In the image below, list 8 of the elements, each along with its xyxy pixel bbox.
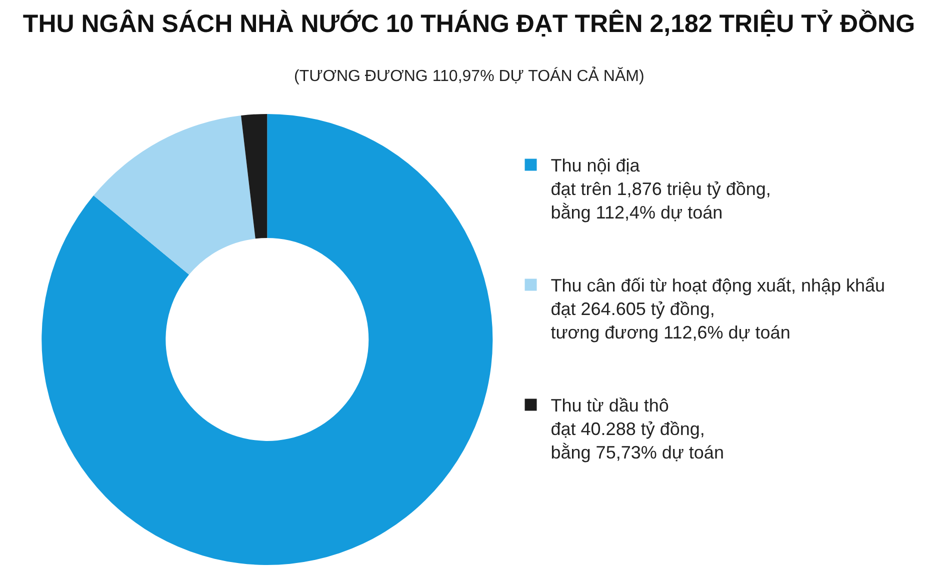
chart-title: THU NGÂN SÁCH NHÀ NƯỚC 10 THÁNG ĐẠT TRÊN 2,182 TRIỆU TỶ ĐỒNG — [22, 8, 916, 38]
legend-label: Thu nội địa đạt trên 1,876 triệu tỷ đồng, bằng 112,4% dự toán — [550, 156, 771, 223]
donut-slice — [42, 114, 493, 565]
legend-label: Thu từ dầu thô đạt 40.288 tỷ đồng, bằng 75,73% dự toán — [550, 396, 724, 463]
legend-label: Thu cân đối từ hoạt động xuất, nhập khẩu đạt 264.605 tỷ đồng, tương đương 112,6% dự toán — [550, 276, 886, 343]
donut-slice — [94, 115, 256, 275]
chart-subtitle: (TƯƠNG ĐƯƠNG 110,97% DỰ TOÁN CẢ NĂM) — [294, 66, 644, 85]
donut-slice — [241, 114, 268, 239]
